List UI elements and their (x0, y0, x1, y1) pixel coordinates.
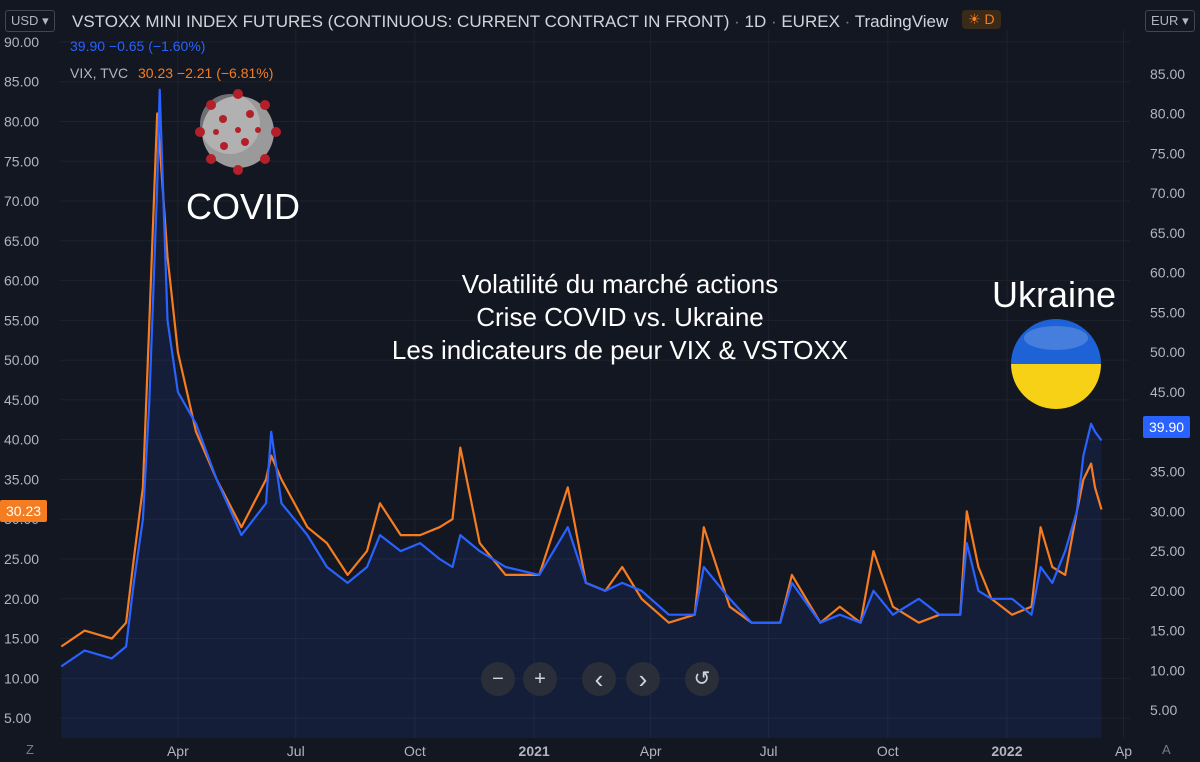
time-tick-label: Ap (1115, 743, 1132, 759)
plus-icon: + (534, 668, 546, 690)
vstoxx-legend-values: 39.90 −0.65 (−1.60%) (70, 38, 206, 54)
chart-header: VSTOXX MINI INDEX FUTURES (CONTINUOUS: C… (72, 12, 949, 31)
right-tick-label: 50.00 (1150, 344, 1185, 360)
sun-icon: ☀ (968, 11, 981, 27)
ukraine-flag-icon (1011, 319, 1101, 409)
source-label: TradingView (854, 12, 949, 31)
ukraine-annotation: Ukraine (992, 274, 1117, 315)
time-tick-label: Oct (404, 743, 426, 759)
title-line-1: Volatilité du marché actions (461, 269, 779, 299)
left-tick-label: 90.00 (4, 34, 39, 50)
left-tick-label: 45.00 (4, 392, 39, 408)
left-tick-label: 20.00 (4, 591, 39, 607)
virus-icon (195, 89, 281, 175)
left-tick-label: 85.00 (4, 74, 39, 90)
title-line-2: Crise COVID vs. Ukraine (476, 302, 764, 332)
interval-label: 1D (744, 12, 767, 31)
time-tick-label: Apr (167, 743, 189, 759)
time-tick-label: Oct (877, 743, 899, 759)
right-tick-label: 15.00 (1150, 623, 1185, 639)
time-tick-label: Jul (760, 743, 778, 759)
reset-icon: ↺ (693, 668, 711, 690)
chart-title-overlay: Volatilité du marché actions Crise COVID… (340, 268, 900, 367)
symbol-title: VSTOXX MINI INDEX FUTURES (CONTINUOUS: C… (72, 12, 730, 31)
left-scale-mode-toggle[interactable]: Z (26, 742, 34, 757)
minus-icon: − (492, 668, 504, 690)
zoom-out-button[interactable]: − (481, 662, 515, 696)
left-currency-label: USD (11, 13, 39, 28)
exchange-label: EUREX (781, 12, 840, 31)
right-tick-label: 85.00 (1150, 66, 1185, 82)
series-lines (60, 88, 1103, 738)
vstoxx-last-value-badge: 39.90 (1143, 416, 1191, 438)
time-axis: Apr Jul Oct 2021 Apr Jul Oct 2022 Ap (167, 743, 1132, 759)
vix-last-value-badge: 30.23 (0, 500, 48, 522)
auto-scale-toggle[interactable]: A (1162, 742, 1171, 757)
right-tick-label: 75.00 (1150, 145, 1185, 161)
left-tick-label: 75.00 (4, 153, 39, 169)
left-tick-label: 60.00 (4, 273, 39, 289)
right-tick-label: 20.00 (1150, 583, 1185, 599)
reset-chart-button[interactable]: ↺ (685, 662, 719, 696)
mode-badge: D (984, 11, 995, 27)
left-tick-label: 10.00 (4, 670, 39, 686)
vix-legend-label: VIX, TVC (70, 65, 129, 81)
right-tick-label: 5.00 (1150, 702, 1177, 718)
scroll-left-button[interactable]: ‹ (582, 662, 616, 696)
time-tick-label: Jul (287, 743, 305, 759)
right-tick-label: 80.00 (1150, 106, 1185, 122)
left-tick-label: 65.00 (4, 233, 39, 249)
vstoxx-line (60, 88, 1103, 668)
right-tick-label: 30.00 (1150, 503, 1185, 519)
left-tick-label: 55.00 (4, 312, 39, 328)
left-tick-label: 25.00 (4, 551, 39, 567)
chevron-right-icon: › (638, 664, 648, 694)
left-tick-label: 50.00 (4, 352, 39, 368)
zoom-in-button[interactable]: + (523, 662, 557, 696)
time-tick-label: Apr (640, 743, 662, 759)
right-tick-label: 70.00 (1150, 185, 1185, 201)
right-tick-label: 35.00 (1150, 464, 1185, 480)
chevron-left-icon: ‹ (594, 664, 604, 694)
right-tick-label: 55.00 (1150, 304, 1185, 320)
vstoxx-area (61, 89, 1102, 738)
time-tick-label: 2022 (991, 743, 1022, 759)
right-tick-label: 65.00 (1150, 225, 1185, 241)
vix-legend[interactable]: VIX, TVC 30.23 −2.21 (−6.81%) (70, 65, 273, 81)
left-price-axis: 5.0010.0015.0020.0025.0030.0035.0040.004… (4, 34, 39, 726)
time-tick-label: 2021 (519, 743, 550, 759)
left-tick-label: 35.00 (4, 471, 39, 487)
chevron-down-icon: ▾ (42, 13, 49, 28)
right-currency-label: EUR (1151, 13, 1179, 28)
left-tick-label: 40.00 (4, 432, 39, 448)
left-tick-label: 80.00 (4, 113, 39, 129)
vix-legend-values: 30.23 −2.21 (−6.81%) (137, 65, 274, 81)
left-tick-label: 5.00 (4, 710, 31, 726)
right-tick-label: 25.00 (1150, 543, 1185, 559)
right-tick-label: 60.00 (1150, 265, 1185, 281)
right-tick-label: 45.00 (1150, 384, 1185, 400)
left-tick-label: 15.00 (4, 631, 39, 647)
right-price-axis: 5.0010.0015.0020.0025.0030.0035.0040.004… (1150, 66, 1185, 718)
left-tick-label: 70.00 (4, 193, 39, 209)
left-currency-selector[interactable]: USD ▾ (5, 10, 55, 32)
right-tick-label: 10.00 (1150, 662, 1185, 678)
scroll-right-button[interactable]: › (626, 662, 660, 696)
chevron-down-icon: ▾ (1182, 13, 1189, 28)
right-currency-selector[interactable]: EUR ▾ (1145, 10, 1195, 32)
covid-annotation: COVID (186, 186, 301, 227)
market-status-badge[interactable]: ☀ D (962, 10, 1001, 29)
title-line-3: Les indicateurs de peur VIX & VSTOXX (391, 335, 849, 365)
